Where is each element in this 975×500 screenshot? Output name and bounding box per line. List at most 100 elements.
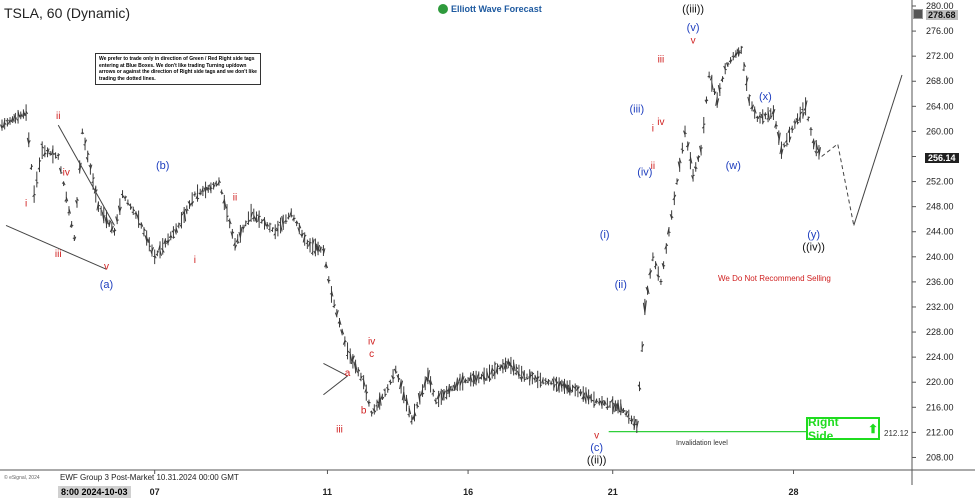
price-bar-close [373,409,377,413]
triangle-upper-line [323,362,348,377]
price-bar-open [814,150,817,154]
price-bar-close [486,371,489,378]
price-bar-open [592,400,595,402]
price-bar-close [582,392,586,400]
price-bar-close [79,162,82,172]
price-bar-open [340,329,343,335]
price-bar-close [63,182,66,186]
price-bar-close [470,376,473,383]
price-bar-close [157,250,160,253]
price-bar-close [357,368,361,372]
price-bar-open [2,120,6,128]
price-bar-open [664,245,667,250]
price-bar-close [71,224,74,228]
price-bar-open [610,398,614,402]
price-bar-open [589,395,592,401]
price-bar-close [783,144,787,148]
price-bar-close [253,215,256,220]
price-bar-open [677,161,681,169]
price-bar-close [432,389,436,393]
x-tick-label: 16 [463,487,473,497]
price-bar-open [455,378,458,388]
price-bar-open [75,200,78,205]
invalidation-label: Invalidation level [676,440,728,447]
wave-label: i [652,123,654,134]
price-bar-open [669,213,673,219]
price-bar-open [594,398,598,404]
price-bar-open [184,208,188,214]
price-bar-close [277,224,280,226]
price-bar-close [392,377,395,380]
price-bar-open [292,217,295,221]
price-bar-open [774,123,777,128]
price-bar-close [363,379,366,387]
price-bar-close [743,62,746,67]
price-bar-open [605,406,608,409]
price-bar-close [325,264,329,269]
wave-label: (iii) [629,104,644,116]
price-bar-open [163,239,166,245]
price-bar-open [404,399,407,402]
price-bar-close [4,122,7,125]
price-bar-close [103,215,106,218]
price-bar-close [274,228,278,232]
price-bar-close [328,279,331,282]
chart-settings-icon[interactable] [913,9,923,19]
wave-label: ((iv)) [802,242,825,254]
price-bar-open [318,247,322,252]
price-bar-open [337,321,340,324]
wave-label: (b) [156,160,169,172]
price-bar-close [178,222,181,226]
price-bar-close [448,386,452,394]
price-bar-close [304,234,307,237]
price-bar-close [266,223,270,227]
price-bar-open [431,392,434,395]
y-tick-label: 276.00 [926,26,954,36]
last-price-tag: 256.14 [925,153,959,163]
y-tick-label: 224.00 [926,352,954,362]
price-bar-open [168,235,172,239]
price-bar-close [108,220,112,227]
price-bar-close [384,393,387,396]
y-tick-label: 228.00 [926,327,954,337]
price-bar-open [16,118,19,121]
price-bar-close [89,164,93,170]
price-bar-open [466,381,469,383]
price-bar-close [649,270,653,274]
price-bar-open [420,389,424,396]
price-bar-close [146,236,149,243]
price-bar-open [704,99,707,103]
price-bar-open [83,144,86,146]
globe-icon [438,4,448,14]
price-bar-close [794,120,797,125]
price-bar-open [139,223,142,226]
price-bar-open [565,384,568,391]
price-bar-close [818,147,821,157]
price-bar-open [554,378,557,383]
price-bar-close [301,232,304,237]
wave-label: iv [657,117,664,128]
price-bar-open [423,380,426,388]
price-bar-open [720,77,723,82]
price-bar-close [322,248,326,255]
price-bar-open [195,195,199,200]
price-bar-open [736,48,740,56]
price-bar-open [503,361,507,370]
price-bar-open [193,193,196,196]
price-bar-open [559,381,563,389]
y-tick-label: 248.00 [926,202,954,212]
price-bar-close [435,401,438,404]
price-bar-open [806,118,809,121]
price-bar-open [211,183,214,186]
price-bar-close [607,406,610,408]
price-bar-open [268,228,271,231]
price-bar-open [294,221,297,224]
price-bar-close [550,382,553,385]
price-bar-close [491,367,495,372]
wave-label: (c) [590,442,603,454]
price-bar-open [53,152,56,155]
price-bar-open [310,251,314,255]
price-bar-close [505,361,508,370]
wave-label: v [104,261,109,272]
price-bar-open [367,400,370,405]
